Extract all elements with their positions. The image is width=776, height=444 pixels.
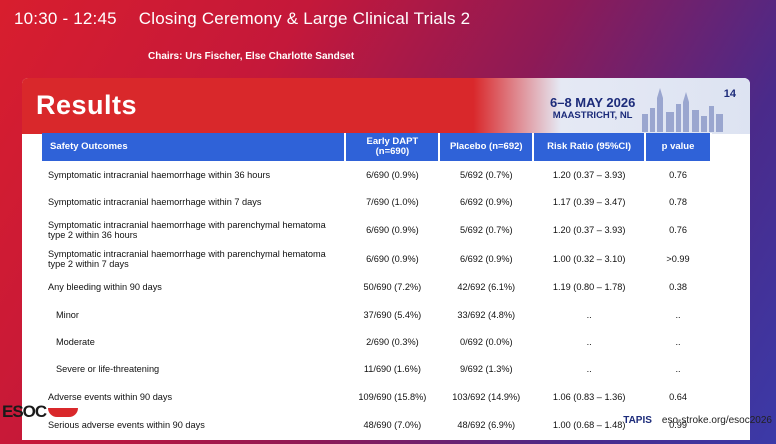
p-value: 0.78 — [669, 196, 687, 207]
slide-number: 14 — [723, 88, 736, 100]
outcome-label: Severe or life-threatening — [56, 364, 160, 375]
risk-ratio-value: .. — [586, 309, 592, 320]
table-row: Any bleeding within 90 days 50/690 (7.2%… — [42, 274, 711, 301]
tapis-logo: TAPIS — [623, 415, 652, 426]
early-dapt-value: 109/690 (15.8%) — [358, 392, 427, 403]
early-dapt-value: 50/690 (7.2%) — [363, 282, 422, 293]
outcome-label: Minor — [56, 309, 79, 320]
placebo-value: 103/692 (14.9%) — [452, 392, 521, 403]
placebo-value: 6/692 (0.9%) — [459, 254, 513, 265]
early-dapt-value: 2/690 (0.3%) — [366, 336, 419, 347]
outcome-label: Symptomatic intracranial haemorrhage wit… — [48, 249, 326, 270]
early-dapt-value: 7/690 (1.0%) — [366, 196, 419, 207]
safety-outcomes-table: Safety Outcomes Early DAPT (n=690) Place… — [42, 133, 712, 439]
outcome-label: Serious adverse events within 90 days — [48, 420, 205, 431]
p-value: 0.64 — [669, 392, 687, 403]
event-date: 6–8 MAY 2026 — [550, 95, 636, 110]
header-risk-ratio: Risk Ratio (95%CI) — [533, 133, 647, 161]
risk-ratio-value: 1.06 (0.83 – 1.36) — [552, 392, 626, 403]
table-row: Symptomatic intracranial haemorrhage wit… — [42, 161, 711, 188]
p-value: 0.38 — [669, 282, 687, 293]
p-value: 0.76 — [669, 169, 687, 180]
placebo-value: 6/692 (0.9%) — [459, 196, 513, 207]
session-chairs: Chairs: Urs Fischer, Else Charlotte Sand… — [148, 51, 355, 62]
session-title: Closing Ceremony & Large Clinical Trials… — [138, 9, 471, 28]
p-value: .. — [675, 309, 681, 320]
p-value: .. — [675, 364, 681, 375]
outcome-label: Any bleeding within 90 days — [48, 282, 162, 293]
table-header-row: Safety Outcomes Early DAPT (n=690) Place… — [42, 133, 712, 161]
risk-ratio-value: 1.17 (0.39 – 3.47) — [552, 196, 626, 207]
table-row: Severe or life-threatening 11/690 (1.6%)… — [42, 355, 711, 382]
early-dapt-value: 48/690 (7.0%) — [363, 420, 422, 431]
risk-ratio-value: 1.19 (0.80 – 1.78) — [552, 282, 626, 293]
header-placebo: Placebo (n=692) — [439, 133, 535, 161]
esoc-logo: ESOC — [2, 402, 79, 422]
early-dapt-value: 6/690 (0.9%) — [366, 225, 419, 236]
event-place: MAASTRICHT, NL — [552, 110, 633, 121]
p-value: >0.99 — [666, 254, 690, 265]
event-info: 6–8 MAY 2026 MAASTRICHT, NL — [550, 96, 635, 122]
risk-ratio-value: 1.20 (0.37 – 3.93) — [552, 225, 626, 236]
placebo-value: 0/692 (0.0%) — [459, 336, 513, 347]
p-value: 0.99 — [669, 420, 687, 431]
table-row: Minor 37/690 (5.4%) 33/692 (4.8%) .. .. — [42, 301, 711, 328]
slide-title: Results — [36, 90, 138, 120]
outcome-label: Adverse events within 90 days — [48, 392, 173, 403]
risk-ratio-value: 1.00 (0.68 – 1.48) — [552, 420, 626, 431]
placebo-value: 42/692 (6.1%) — [457, 282, 516, 293]
header-early-dapt: Early DAPT (n=690) — [345, 133, 441, 161]
risk-ratio-value: 1.00 (0.32 – 3.10) — [552, 254, 626, 265]
footer-credits: TAPIS eso-stroke.org/esoc2026 — [623, 415, 772, 426]
session-banner: 10:30 - 12:45 Closing Ceremony & Large Cl… — [14, 9, 470, 29]
slide-header: Results 6–8 MAY 2026 MAASTRICHT, NL — [22, 78, 750, 134]
session-time: 10:30 - 12:45 — [14, 9, 117, 28]
early-dapt-value: 6/690 (0.9%) — [366, 254, 419, 265]
table-row: Adverse events within 90 days 109/690 (1… — [42, 383, 711, 412]
risk-ratio-value: 1.20 (0.37 – 3.93) — [552, 169, 626, 180]
placebo-value: 9/692 (1.3%) — [459, 364, 513, 375]
placebo-value: 48/692 (6.9%) — [457, 420, 516, 431]
table-row: Symptomatic intracranial haemorrhage wit… — [42, 188, 711, 215]
outcome-label: Moderate — [56, 336, 95, 347]
header-p-value: p value — [645, 133, 712, 161]
table-row: Moderate 2/690 (0.3%) 0/692 (0.0%) .. .. — [42, 328, 711, 355]
p-value: .. — [675, 336, 681, 347]
placebo-value: 5/692 (0.7%) — [459, 225, 513, 236]
outcome-label: Symptomatic intracranial haemorrhage wit… — [48, 169, 271, 180]
city-skyline-icon — [642, 88, 723, 132]
placebo-value: 33/692 (4.8%) — [457, 309, 516, 320]
early-dapt-value: 6/690 (0.9%) — [366, 169, 419, 180]
esoc-logo-text: ESOC — [2, 402, 47, 421]
slide: Results 6–8 MAY 2026 MAASTRICHT, NL — [22, 78, 750, 440]
table-row: Symptomatic intracranial haemorrhage wit… — [42, 245, 711, 274]
header-safety-outcomes: Safety Outcomes — [42, 133, 347, 161]
table-row: Serious adverse events within 90 days 48… — [42, 412, 711, 439]
early-dapt-value: 11/690 (1.6%) — [363, 364, 421, 375]
placebo-value: 5/692 (0.7%) — [459, 169, 513, 180]
conference-url: eso-stroke.org/esoc2026 — [661, 415, 772, 426]
outcome-label: Symptomatic intracranial haemorrhage wit… — [48, 220, 326, 241]
risk-ratio-value: .. — [586, 336, 592, 347]
early-dapt-value: 37/690 (5.4%) — [363, 309, 422, 320]
risk-ratio-value: .. — [586, 364, 592, 375]
outcome-label: Symptomatic intracranial haemorrhage wit… — [48, 196, 262, 207]
logo-swoosh-icon — [48, 408, 79, 418]
table-row: Symptomatic intracranial haemorrhage wit… — [42, 216, 711, 245]
p-value: 0.76 — [669, 225, 687, 236]
